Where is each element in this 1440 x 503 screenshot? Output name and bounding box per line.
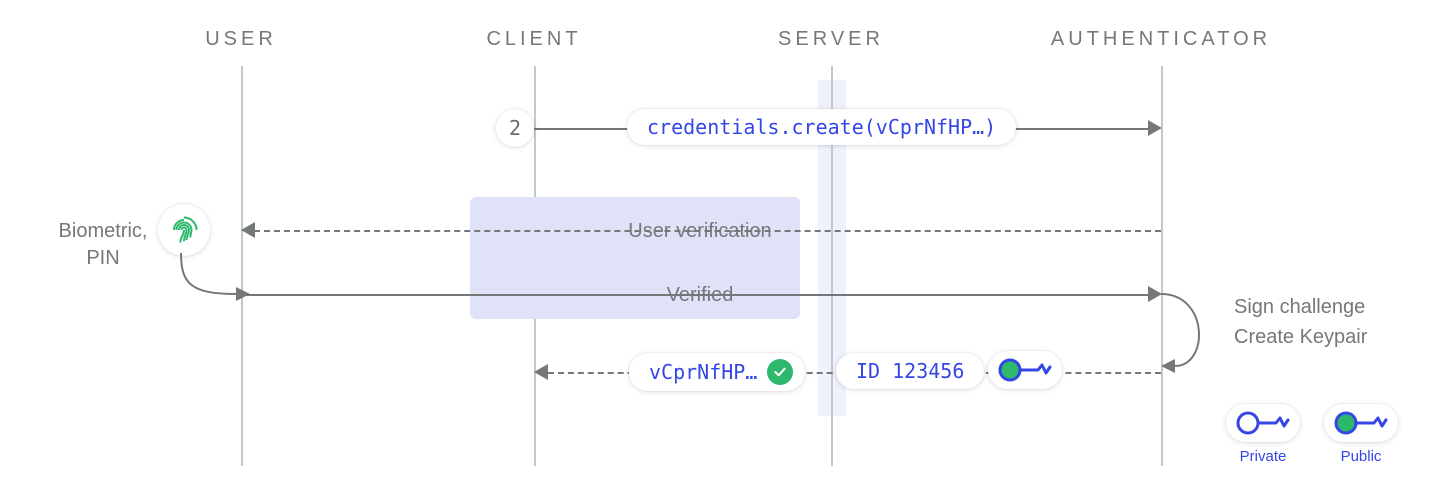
label-biometric-line1: Biometric,	[38, 218, 168, 245]
label-verified: Verified	[657, 282, 744, 309]
key-private: Private	[1226, 404, 1300, 465]
label-create-keypair: Create Keypair	[1234, 326, 1367, 349]
pill-response-id: ID 123456	[836, 353, 984, 389]
pill-credentials-create: credentials.create(vCprNfHP…)	[627, 109, 1016, 145]
code-create-open: (	[864, 115, 876, 139]
check-icon	[767, 359, 793, 385]
label-user-verification: User verification	[618, 218, 781, 245]
arrowhead-verified	[1148, 286, 1162, 302]
curve-biometric-to-verified	[160, 253, 250, 305]
col-label-client: CLIENT	[486, 28, 581, 51]
sequence-diagram: USER CLIENT SERVER AUTHENTICATOR // set …	[0, 0, 1440, 503]
key-public-label: Public	[1324, 448, 1398, 465]
step-badge: 2	[496, 109, 534, 147]
arrowhead-user-verification	[241, 222, 255, 238]
code-resp-id: ID 123456	[856, 359, 964, 383]
code-create-arg: vCprNfHP…	[876, 115, 984, 139]
key-private-icon	[1226, 404, 1300, 442]
label-biometric-line2: PIN	[38, 245, 168, 272]
key-public-icon	[1324, 404, 1398, 442]
pill-response-sig: vCprNfHP…	[629, 353, 805, 391]
key-private-label: Private	[1226, 448, 1300, 465]
arrowhead-create	[1148, 120, 1162, 136]
label-sign-challenge: Sign challenge	[1234, 296, 1365, 319]
code-resp-sig: vCprNfHP…	[649, 360, 757, 384]
col-label-server: SERVER	[778, 28, 884, 51]
col-label-user: USER	[205, 28, 277, 51]
label-biometric: Biometric, PIN	[38, 218, 168, 272]
fingerprint-icon	[158, 204, 210, 256]
key-public-inline	[988, 351, 1062, 389]
code-create-close: )	[984, 115, 996, 139]
self-loop-authenticator	[1161, 288, 1231, 382]
key-public: Public	[1324, 404, 1398, 465]
arrowhead-response	[534, 364, 548, 380]
code-create-fn: credentials.create	[647, 115, 864, 139]
col-label-authenticator: AUTHENTICATOR	[1051, 28, 1271, 51]
client-active-rect	[470, 197, 800, 319]
